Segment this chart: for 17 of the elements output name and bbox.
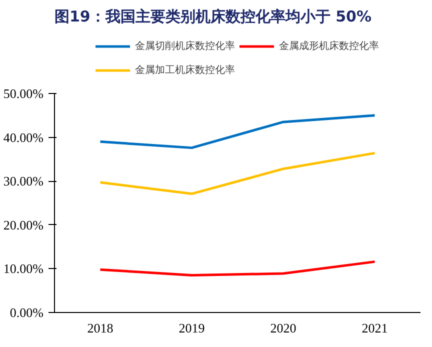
x-tick-label: 2019 (178, 320, 205, 336)
y-tick-label: 20.00% (3, 217, 44, 232)
chart-title: 图19：我国主要类别机床数控化率均小于 50% (54, 8, 372, 26)
y-tick-label: 40.00% (3, 130, 44, 145)
legend-label: 金属加工机床数控化率 (135, 64, 235, 76)
legend-label: 金属成形机床数控化率 (279, 40, 379, 52)
y-tick-label: 0.00% (10, 305, 44, 320)
line-series (99, 260, 376, 277)
y-tick-label: 10.00% (3, 261, 44, 276)
x-tick-label: 2020 (270, 320, 296, 336)
x-tick-label: 2021 (362, 320, 388, 336)
y-tick-label: 50.00% (3, 86, 44, 101)
line-series (99, 152, 376, 196)
legend-label: 金属切削机床数控化率 (135, 40, 235, 52)
line-series (99, 114, 376, 150)
x-tick-label: 2018 (87, 320, 114, 336)
y-tick-label: 30.00% (3, 174, 44, 189)
